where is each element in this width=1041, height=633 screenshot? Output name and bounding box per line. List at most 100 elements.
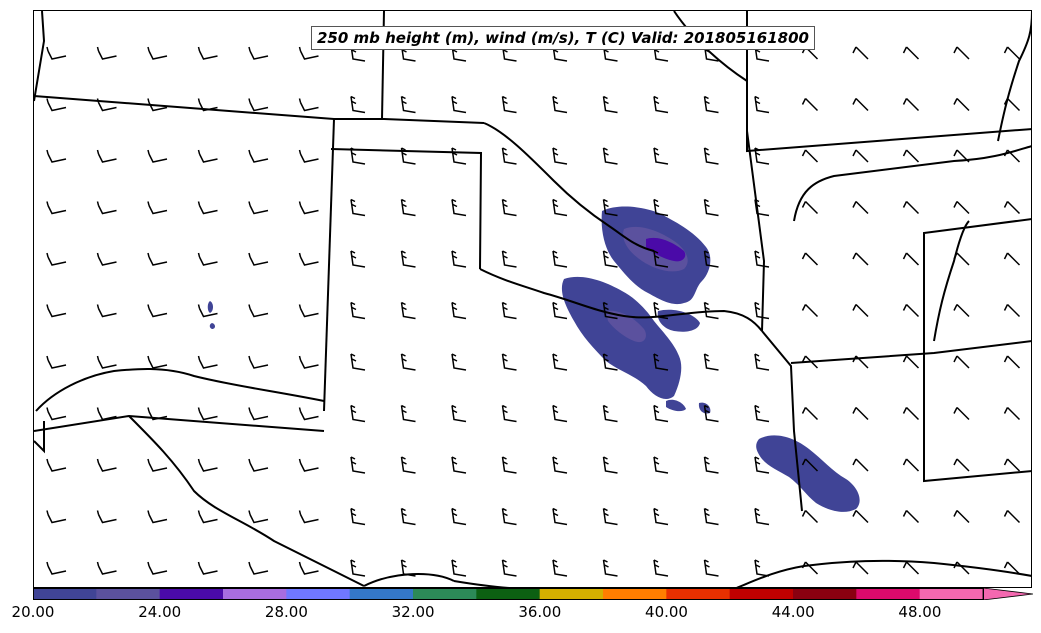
wind-barb <box>1003 200 1021 215</box>
wind-barb <box>1003 149 1021 163</box>
wind-barb <box>400 353 416 371</box>
wind-barb <box>754 147 770 165</box>
map-canvas <box>34 11 1031 587</box>
wind-barb <box>552 559 568 577</box>
wind-barb <box>602 353 618 371</box>
wind-barb <box>902 561 920 575</box>
wind-barb <box>602 301 618 320</box>
wind-barb <box>147 98 168 112</box>
colorbar-swatch <box>159 588 224 600</box>
wind-barb <box>451 198 467 217</box>
wind-barb <box>248 252 269 266</box>
colorbar-swatch <box>223 588 287 600</box>
wind-barb <box>400 95 416 114</box>
wind-barb <box>298 510 319 524</box>
colorbar-swatches <box>33 588 984 600</box>
wind-barb <box>754 353 770 371</box>
wind-barb <box>801 303 819 318</box>
wind-barb <box>1003 97 1021 112</box>
wind-barb <box>653 507 669 526</box>
wind-barb <box>552 353 568 371</box>
wind-barb <box>1003 458 1021 472</box>
wind-barb <box>248 510 269 524</box>
wind-barb <box>96 46 117 60</box>
wind-barb <box>451 301 467 320</box>
wind-barb <box>602 559 618 577</box>
wind-barb <box>801 252 819 266</box>
wind-barb <box>350 250 366 268</box>
wind-barb <box>801 561 819 575</box>
wind-barb <box>501 353 517 371</box>
colorbar-tick-label: 20.00 <box>11 603 55 621</box>
wind-barb <box>602 456 618 474</box>
wind-barb <box>400 559 416 577</box>
wind-barb <box>298 304 319 318</box>
wind-barb <box>902 458 920 472</box>
wind-barb <box>298 46 319 60</box>
wind-barb <box>602 404 618 423</box>
wind-barb <box>953 46 970 60</box>
wind-barb <box>552 507 568 526</box>
wind-barb <box>46 510 67 524</box>
wind-barb <box>46 149 67 163</box>
wind-barb <box>801 509 819 524</box>
wind-barb <box>451 147 467 165</box>
wind-barb <box>653 353 669 371</box>
wind-barb <box>703 250 719 268</box>
wind-barb <box>298 458 319 472</box>
wind-barb <box>350 507 366 526</box>
wind-barb <box>953 509 970 524</box>
colorbar-tick-label: 40.00 <box>645 603 688 621</box>
wind-barb <box>602 147 618 165</box>
wind-barb <box>852 509 869 524</box>
wind-barb <box>248 149 269 163</box>
wind-barb <box>350 456 366 474</box>
wind-barb <box>298 407 319 421</box>
wind-barb <box>248 458 269 472</box>
wind-barb <box>298 355 319 369</box>
wind-barb <box>703 95 719 114</box>
wind-barb <box>1003 252 1021 266</box>
wind-barb <box>197 201 218 215</box>
wind-barb <box>197 98 218 112</box>
wind-barb <box>852 252 869 266</box>
wind-barb <box>653 456 669 474</box>
wind-barb <box>46 458 67 472</box>
colorbar-swatch <box>919 588 984 600</box>
wind-barb <box>451 507 467 526</box>
wind-barb <box>197 252 218 266</box>
wind-barb <box>46 201 67 215</box>
wind-barb <box>46 561 67 575</box>
colorbar-swatch <box>286 588 351 600</box>
colorbar-swatch <box>603 588 667 600</box>
wind-barb <box>197 304 218 318</box>
wind-barb <box>653 147 669 165</box>
wind-barb <box>852 46 869 60</box>
wind-barb <box>653 559 669 577</box>
wind-barb <box>451 353 467 371</box>
wind-barb <box>953 303 970 318</box>
wind-barb <box>801 97 819 112</box>
wind-barb <box>953 149 970 163</box>
wind-barb <box>501 95 517 114</box>
wind-barb <box>552 456 568 474</box>
wind-barb <box>602 198 618 217</box>
wind-barb <box>552 250 568 268</box>
wind-barb <box>197 149 218 163</box>
wind-barb <box>953 561 970 575</box>
wind-barb <box>96 510 117 524</box>
wind-barb <box>754 301 770 320</box>
wind-barb <box>902 252 920 266</box>
wind-barb <box>147 304 168 318</box>
state-boundaries <box>34 11 1031 587</box>
wind-barb <box>953 406 970 421</box>
wind-barb <box>852 458 869 472</box>
wind-barb <box>552 404 568 423</box>
wind-barb <box>197 407 218 421</box>
wind-barb <box>902 509 920 524</box>
wind-barb <box>400 301 416 320</box>
wind-barb <box>350 301 366 320</box>
wind-barb <box>248 561 269 575</box>
wind-barb <box>703 507 719 526</box>
wind-barb <box>350 404 366 423</box>
